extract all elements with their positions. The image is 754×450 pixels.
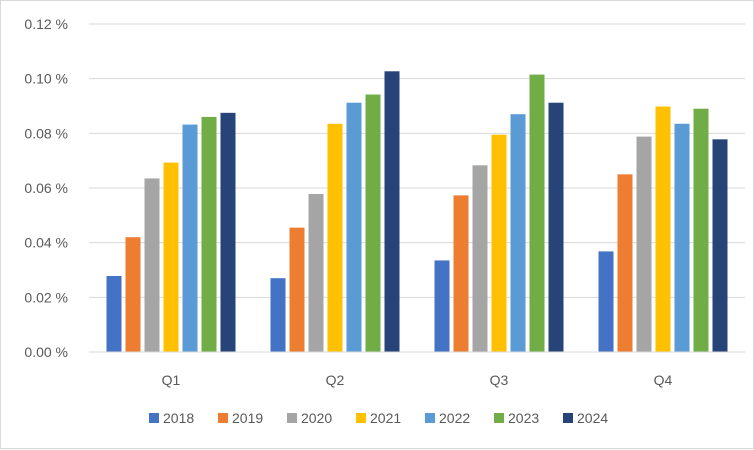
bar-2022-Q2 [346,102,362,352]
x-tick-label: Q3 [490,372,509,388]
legend-swatch [218,413,228,423]
bar-2021-Q3 [491,134,507,352]
y-tick-label: 0.08 % [24,125,68,141]
bar-2022-Q1 [182,124,198,352]
bar-2024-Q3 [548,102,564,352]
y-tick-label: 0.04 % [24,235,68,251]
bar-2019-Q2 [289,227,305,352]
bar-2019-Q4 [617,174,633,352]
gridlines [89,23,745,298]
legend-label: 2022 [439,410,470,426]
legend-swatch [287,413,297,423]
y-tick-label: 0.06 % [24,180,68,196]
bar-2024-Q1 [220,112,236,352]
x-axis-tick-labels: Q1 Q2 Q3 Q4 [162,372,673,388]
bar-2021-Q4 [655,106,671,353]
legend-label: 2021 [370,410,401,426]
x-tick-label: Q4 [654,372,673,388]
x-tick-label: Q2 [326,372,345,388]
bar-2024-Q2 [384,71,400,352]
bar-2018-Q4 [598,251,614,352]
y-tick-label: 0.00 % [24,344,68,360]
y-tick-label: 0.02 % [24,289,68,305]
bar-2023-Q1 [201,116,217,352]
bar-2018-Q2 [270,278,286,352]
legend-swatch [149,413,159,423]
bar-2020-Q3 [472,165,488,352]
legend-label: 2018 [163,410,194,426]
x-tick-label: Q1 [162,372,181,388]
bars [106,71,728,353]
bar-2023-Q2 [365,94,381,353]
bar-2022-Q4 [674,123,690,353]
bar-2018-Q1 [106,276,122,352]
y-axis-tick-labels: 0.00 % 0.02 % 0.04 % 0.06 % 0.08 % 0.10 % 0.12… [24,16,68,360]
bar-2021-Q2 [327,123,343,353]
bar-2018-Q3 [434,260,450,352]
legend-label: 2024 [577,410,608,426]
y-tick-label: 0.10 % [24,71,68,87]
legend-swatch [563,413,573,423]
y-tick-label: 0.12 % [24,16,68,32]
bar-2021-Q1 [163,162,179,352]
bar-2020-Q1 [144,178,160,352]
bar-2019-Q3 [453,195,469,352]
legend-label: 2023 [508,410,539,426]
bar-2023-Q4 [693,108,709,352]
legend-swatch [425,413,435,423]
legend-swatch [356,413,366,423]
bar-2022-Q3 [510,114,526,352]
legend-label: 2020 [301,410,332,426]
legend-swatch [494,413,504,423]
bar-2020-Q4 [636,136,652,352]
bar-2019-Q1 [125,237,141,352]
bar-2020-Q2 [308,194,324,352]
bar-2023-Q3 [529,74,545,353]
bar-2024-Q4 [712,139,728,352]
legend: 2018 2019 2020 2021 2022 2023 2024 [149,410,608,426]
legend-label: 2019 [232,410,263,426]
